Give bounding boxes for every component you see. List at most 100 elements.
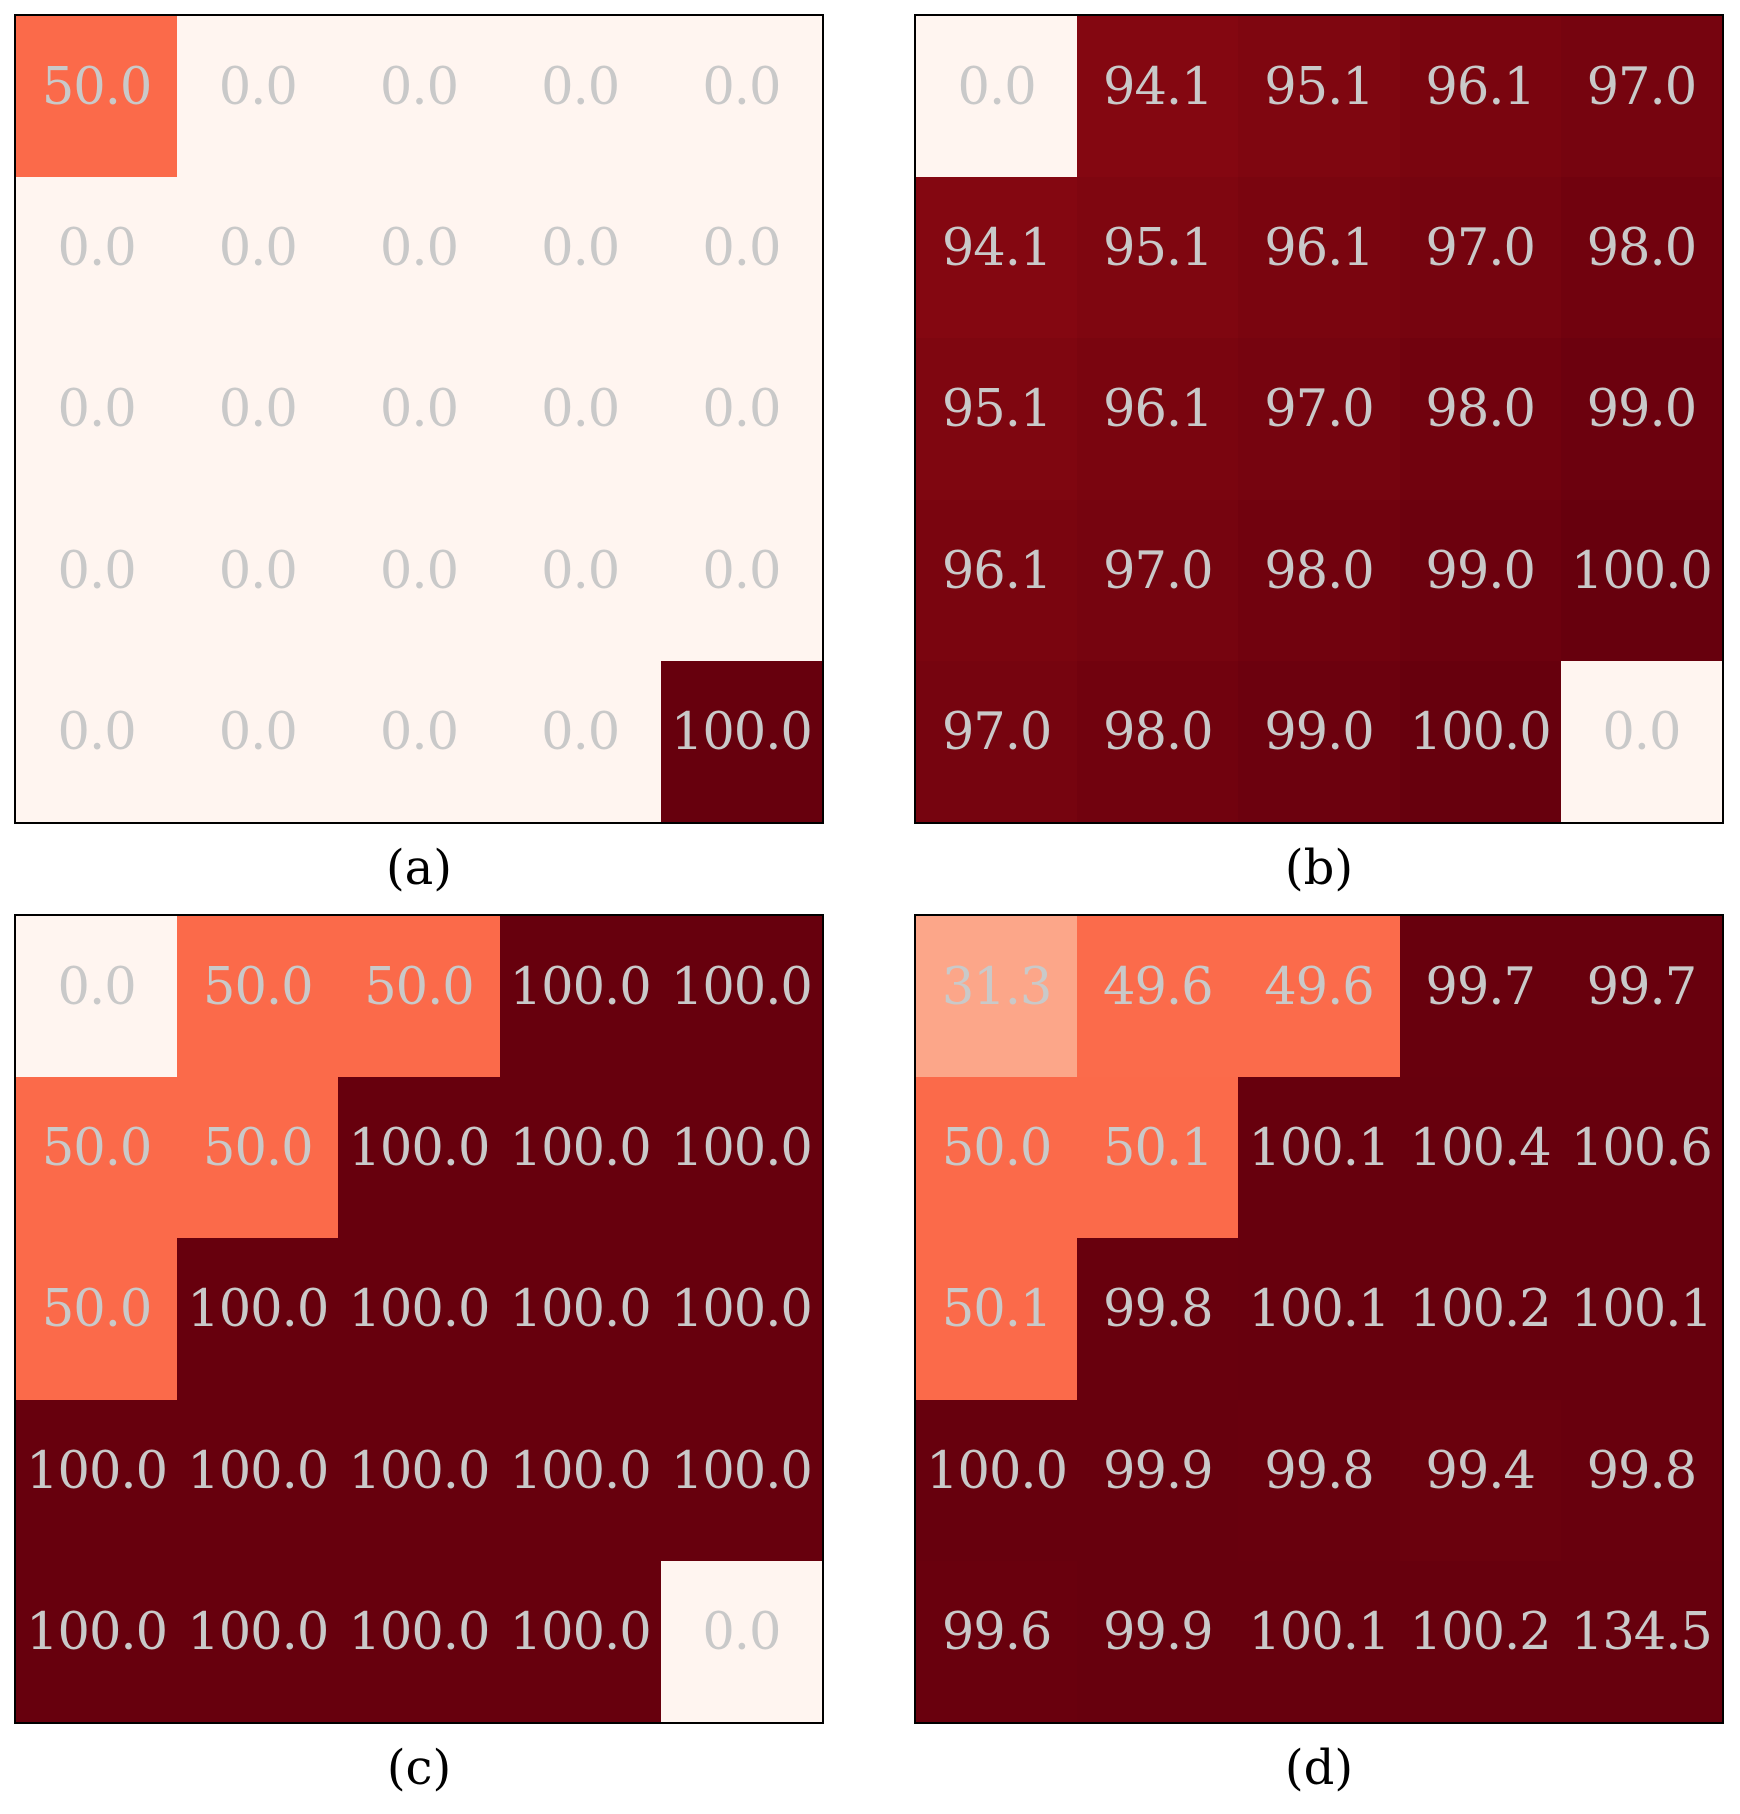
heatmap-cell: 0.0 [660, 499, 822, 661]
heatmap-cell: 100.0 [660, 660, 822, 822]
heatmap-cell: 0.0 [177, 338, 339, 500]
heatmap-cell: 50.0 [16, 1238, 178, 1400]
heatmap-cell: 94.1 [916, 177, 1078, 339]
heatmap-cell: 99.8 [1077, 1238, 1239, 1400]
heatmap-cell: 0.0 [499, 338, 661, 500]
heatmap-cell: 100.0 [499, 1560, 661, 1722]
heatmap-cell: 100.0 [338, 1077, 500, 1239]
heatmap-cell: 0.0 [660, 16, 822, 178]
heatmap-cell: 50.0 [916, 1077, 1078, 1239]
heatmap-cell: 134.5 [1560, 1560, 1722, 1722]
heatmap-cell: 99.0 [1560, 338, 1722, 500]
heatmap-cell: 96.1 [1238, 177, 1400, 339]
caption-d: (d) [1284, 1740, 1354, 1796]
heatmap-cell: 100.0 [916, 1399, 1078, 1561]
heatmap-cell: 0.0 [16, 916, 178, 1078]
heatmap-cell: 96.1 [1077, 338, 1239, 500]
heatmap-cell: 97.0 [1238, 338, 1400, 500]
heatmap-cell: 50.0 [177, 916, 339, 1078]
heatmap-cell: 99.0 [1238, 660, 1400, 822]
heatmap-cell: 99.7 [1560, 916, 1722, 1078]
heatmap-cell: 100.0 [499, 916, 661, 1078]
heatmap-cell: 50.0 [16, 16, 178, 178]
heatmap-cell: 100.1 [1238, 1077, 1400, 1239]
heatmap-cell: 100.0 [338, 1399, 500, 1561]
heatmap-cell: 94.1 [1077, 16, 1239, 178]
heatmap-cell: 100.0 [499, 1238, 661, 1400]
heatmap-cell: 0.0 [338, 338, 500, 500]
heatmap-cell: 95.1 [1077, 177, 1239, 339]
heatmap-cell: 96.1 [1399, 16, 1561, 178]
heatmap-cell: 98.0 [1238, 499, 1400, 661]
heatmap-cell: 100.2 [1399, 1238, 1561, 1400]
heatmap-cell: 100.2 [1399, 1560, 1561, 1722]
heatmap-cell: 97.0 [1399, 177, 1561, 339]
heatmap-cell: 100.0 [177, 1560, 339, 1722]
heatmap-cell: 0.0 [1560, 660, 1722, 822]
caption-b: (b) [1284, 840, 1354, 896]
heatmap-cell: 99.9 [1077, 1560, 1239, 1722]
heatmap-cell: 0.0 [916, 16, 1078, 178]
heatmap-d: 31.3 49.6 49.6 99.7 99.7 50.0 50.1 100.1 100.4 10… [914, 914, 1724, 1724]
heatmap-cell: 99.8 [1238, 1399, 1400, 1561]
heatmap-cell: 49.6 [1077, 916, 1239, 1078]
heatmap-cell: 0.0 [16, 499, 178, 661]
heatmap-cell: 99.7 [1399, 916, 1561, 1078]
heatmap-cell: 100.0 [660, 1238, 822, 1400]
heatmap-cell: 50.0 [16, 1077, 178, 1239]
heatmap-cell: 98.0 [1399, 338, 1561, 500]
heatmap-cell: 0.0 [338, 177, 500, 339]
heatmap-cell: 100.0 [1560, 499, 1722, 661]
heatmap-cell: 95.1 [916, 338, 1078, 500]
heatmap-cell: 0.0 [660, 338, 822, 500]
heatmap-cell: 0.0 [16, 660, 178, 822]
heatmap-cell: 0.0 [499, 177, 661, 339]
heatmap-cell: 0.0 [499, 16, 661, 178]
caption-c: (c) [386, 1740, 452, 1796]
heatmap-cell: 0.0 [338, 499, 500, 661]
heatmap-cell: 0.0 [177, 499, 339, 661]
heatmap-cell: 0.0 [338, 660, 500, 822]
heatmap-cell: 50.1 [1077, 1077, 1239, 1239]
heatmap-cell: 100.0 [16, 1560, 178, 1722]
heatmap-b: 0.0 94.1 95.1 96.1 97.0 94.1 95.1 96.1 97.0 98.0 9… [914, 14, 1724, 824]
heatmap-cell: 97.0 [1560, 16, 1722, 178]
heatmap-cell: 100.1 [1238, 1560, 1400, 1722]
heatmap-cell: 99.4 [1399, 1399, 1561, 1561]
heatmap-cell: 100.0 [338, 1238, 500, 1400]
heatmap-cell: 0.0 [16, 177, 178, 339]
heatmap-cell: 0.0 [499, 660, 661, 822]
heatmap-cell: 100.1 [1560, 1238, 1722, 1400]
heatmap-cell: 0.0 [660, 177, 822, 339]
heatmap-cell: 100.0 [1399, 660, 1561, 822]
heatmap-cell: 100.0 [177, 1399, 339, 1561]
heatmap-cell: 0.0 [499, 499, 661, 661]
heatmap-cell: 0.0 [660, 1560, 822, 1722]
heatmap-cell: 0.0 [177, 177, 339, 339]
heatmap-cell: 100.1 [1238, 1238, 1400, 1400]
heatmap-cell: 100.0 [660, 916, 822, 1078]
heatmap-cell: 49.6 [1238, 916, 1400, 1078]
heatmap-cell: 100.6 [1560, 1077, 1722, 1239]
heatmap-cell: 100.0 [660, 1399, 822, 1561]
heatmap-cell: 0.0 [16, 338, 178, 500]
heatmap-cell: 50.0 [177, 1077, 339, 1239]
heatmap-cell: 0.0 [338, 16, 500, 178]
heatmap-cell: 95.1 [1238, 16, 1400, 178]
heatmap-cell: 97.0 [1077, 499, 1239, 661]
heatmap-cell: 100.0 [499, 1399, 661, 1561]
heatmap-c: 0.0 50.0 50.0 100.0 100.0 50.0 50.0 100.0 100.0 1… [14, 914, 824, 1724]
heatmap-cell: 96.1 [916, 499, 1078, 661]
heatmap-cell: 50.1 [916, 1238, 1078, 1400]
heatmap-cell: 100.0 [16, 1399, 178, 1561]
heatmap-cell: 50.0 [338, 916, 500, 1078]
heatmap-cell: 99.6 [916, 1560, 1078, 1722]
heatmap-cell: 100.0 [499, 1077, 661, 1239]
heatmap-cell: 100.0 [660, 1077, 822, 1239]
heatmap-cell: 99.0 [1399, 499, 1561, 661]
heatmap-cell: 98.0 [1077, 660, 1239, 822]
heatmap-cell: 99.8 [1560, 1399, 1722, 1561]
caption-a: (a) [385, 840, 453, 896]
heatmap-cell: 100.4 [1399, 1077, 1561, 1239]
heatmap-cell: 98.0 [1560, 177, 1722, 339]
